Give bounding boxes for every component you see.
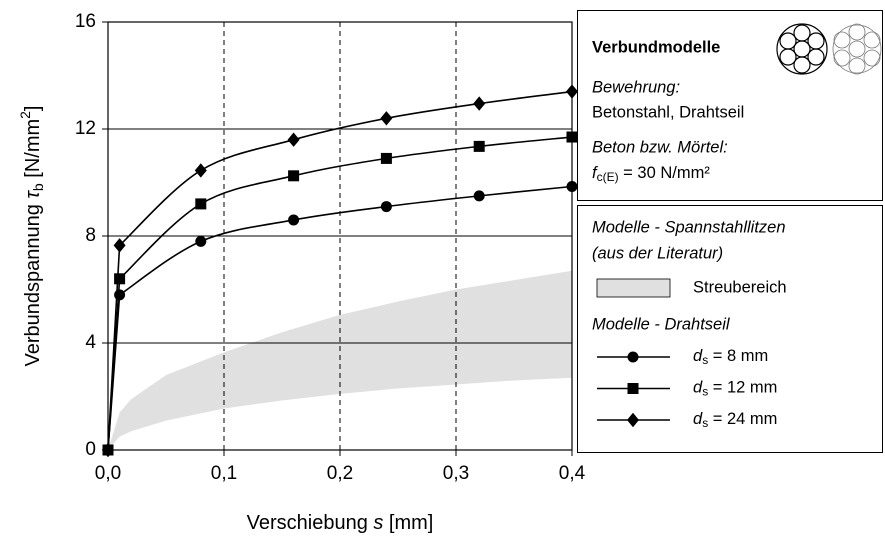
legend-sub: s xyxy=(702,353,708,367)
series-line xyxy=(107,136,573,451)
legend-reinforcement-label: Bewehrung: xyxy=(592,78,680,96)
marker xyxy=(473,96,486,111)
x-tick-label: 0,2 xyxy=(327,463,353,484)
legend-band-swatch xyxy=(596,278,671,298)
legend-box-info xyxy=(577,10,883,201)
legend-label: ds = 24 mm xyxy=(693,410,777,430)
marker xyxy=(287,132,300,147)
marker xyxy=(627,383,639,394)
marker xyxy=(627,412,639,428)
y-tick-label: 0 xyxy=(85,439,96,460)
y-label-sup: 2 xyxy=(17,111,33,119)
y-label-part: ] xyxy=(22,105,44,111)
wire-rope-icon xyxy=(832,23,882,75)
y-label-part: Verbundspannung xyxy=(22,199,44,367)
legend-concrete-label: Beton bzw. Mörtel: xyxy=(592,138,728,156)
marker xyxy=(566,181,578,193)
y-label-symbol: τ xyxy=(22,190,44,199)
plot-area xyxy=(102,21,578,458)
marker xyxy=(627,351,639,363)
legend-concrete: fc(E) = 30 N/mm² xyxy=(592,164,710,184)
marker xyxy=(102,442,114,458)
cable-icon xyxy=(776,23,828,75)
marker xyxy=(114,289,126,301)
x-tick-label: 0,1 xyxy=(211,463,237,484)
legend-reinforcement: Betonstahl, Drahtseil xyxy=(592,103,744,121)
marker xyxy=(473,190,485,202)
legend-rest: = 12 mm xyxy=(708,379,777,397)
legend-sub: s xyxy=(702,385,708,399)
marker xyxy=(195,198,207,210)
y-tick-label: 8 xyxy=(85,225,96,246)
concrete-sub: c(E) xyxy=(597,170,619,184)
x-label-symbol: s xyxy=(373,512,383,534)
marker xyxy=(288,170,300,182)
x-label-part: [mm] xyxy=(383,512,433,534)
legend-label: ds = 8 mm xyxy=(693,347,768,367)
y-label-sub: b xyxy=(30,183,46,191)
y-tick-label: 4 xyxy=(85,332,96,353)
marker xyxy=(195,235,207,247)
legend-symbol: d xyxy=(693,379,703,397)
marker xyxy=(380,201,392,213)
band-area xyxy=(108,270,572,450)
marker xyxy=(380,152,392,164)
legend-rest: = 24 mm xyxy=(708,410,777,428)
legend-symbol: d xyxy=(693,410,703,428)
concrete-value: = 30 N/mm² xyxy=(619,164,711,182)
marker xyxy=(566,131,578,143)
legend-series-group: Modelle - Drahtseil xyxy=(592,315,731,333)
x-tick-label: 0,0 xyxy=(95,463,121,484)
marker xyxy=(113,238,126,253)
legend-sub: s xyxy=(702,416,708,430)
y-label-part: [N/mm xyxy=(22,119,44,183)
marker xyxy=(473,140,485,152)
legend-rest: = 8 mm xyxy=(708,347,768,365)
concrete-symbol: f xyxy=(592,164,599,182)
y-axis-label: Verbundspannung τb [N/mm2] xyxy=(17,105,46,366)
legend-band-group: Modelle - Spannstahllitzen xyxy=(592,218,786,236)
marker xyxy=(380,111,393,126)
legend-label: ds = 12 mm xyxy=(693,379,777,399)
marker xyxy=(566,84,578,99)
series-line xyxy=(107,90,573,451)
legend-symbol: d xyxy=(693,347,703,365)
legend-title: Verbundmodelle xyxy=(592,38,720,56)
x-tick-label: 0,4 xyxy=(559,463,586,484)
x-axis-label: Verschiebung s [mm] xyxy=(247,512,434,534)
marker xyxy=(114,273,126,285)
legend-band-label: Streubereich xyxy=(693,278,787,296)
x-label-part: Verschiebung xyxy=(247,512,374,534)
y-tick-label: 16 xyxy=(75,11,96,32)
series-line xyxy=(107,185,573,451)
legend-box-series xyxy=(577,205,883,453)
x-tick-label: 0,3 xyxy=(443,463,469,484)
legend-band-source: (aus der Literatur) xyxy=(592,244,723,262)
marker xyxy=(288,214,300,226)
marker xyxy=(194,163,207,178)
y-tick-label: 12 xyxy=(75,118,96,139)
